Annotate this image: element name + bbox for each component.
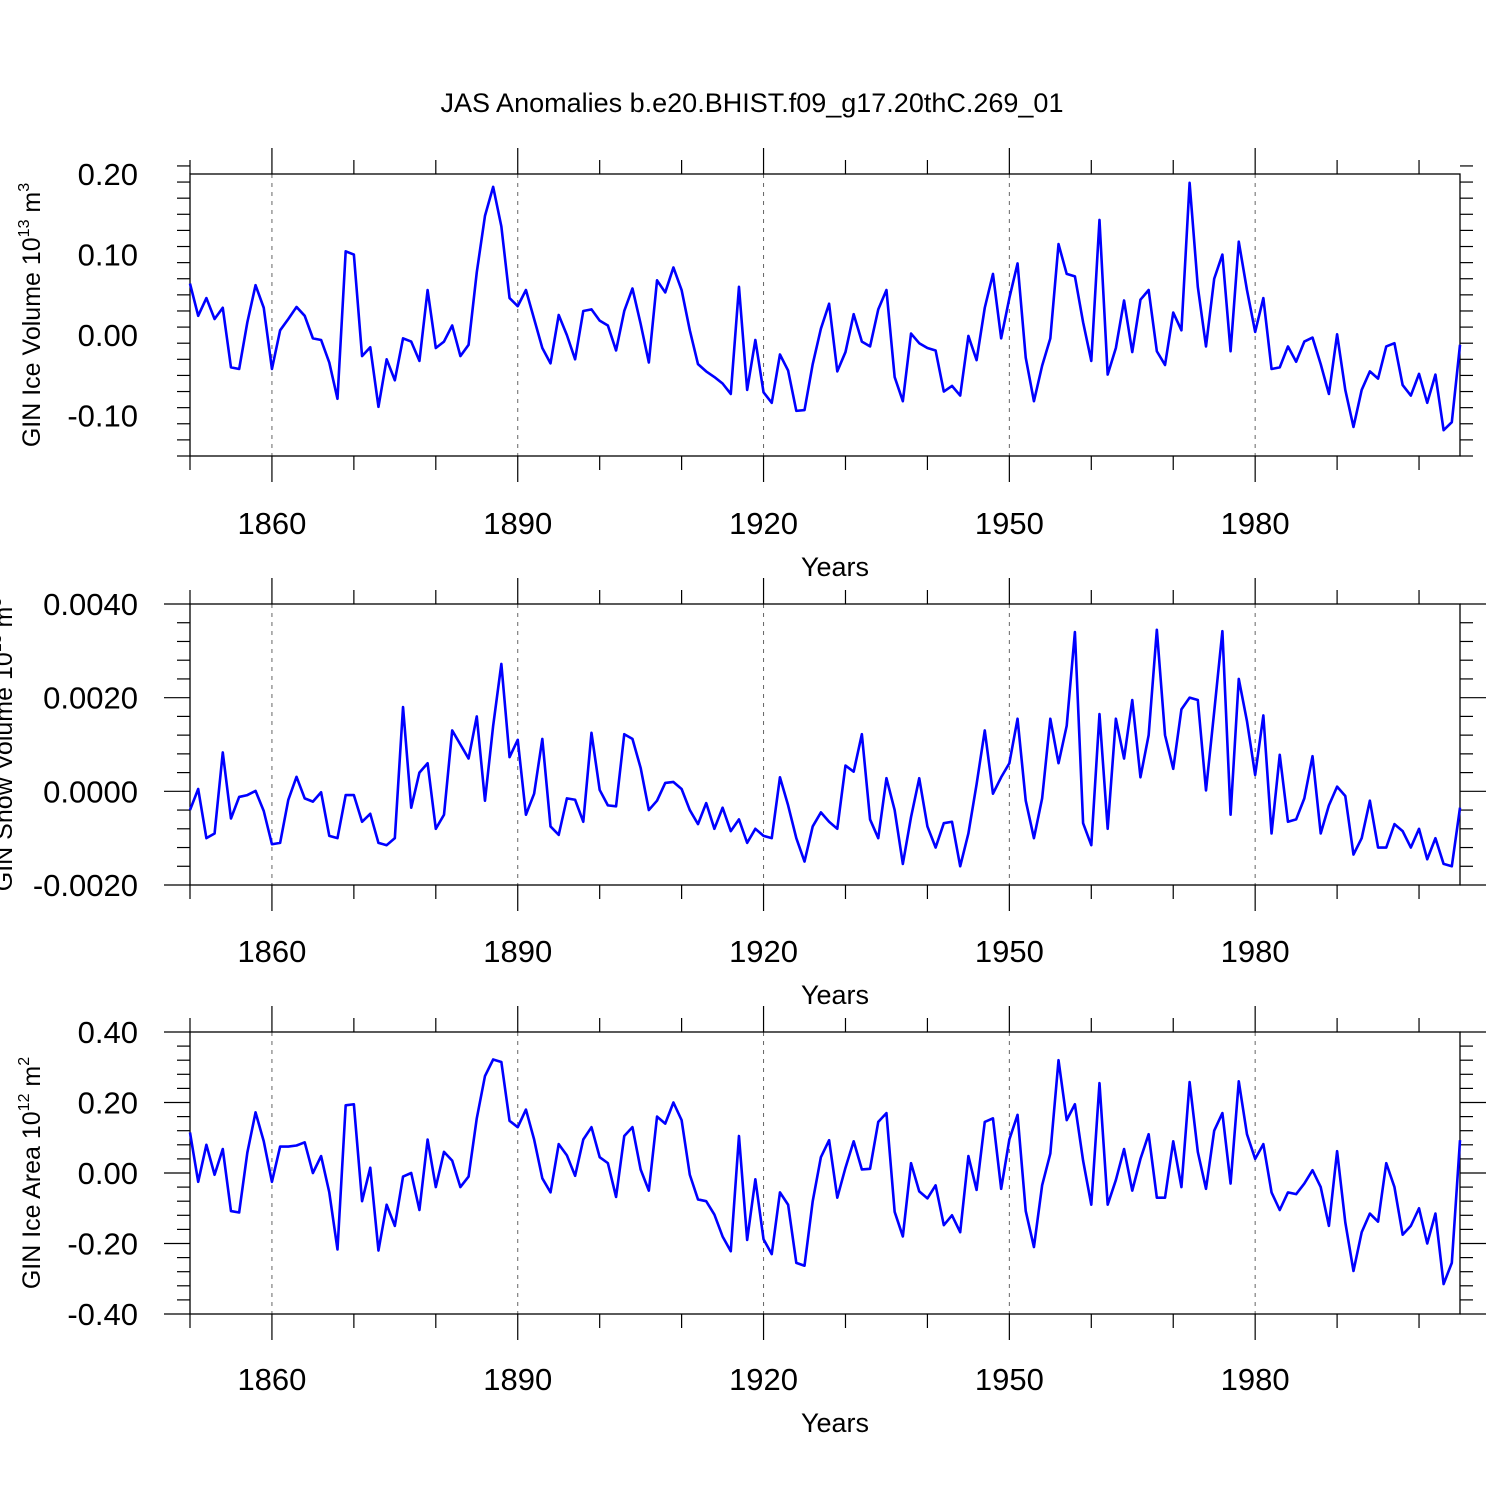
ice-volume-ylabel-exp: 13 <box>16 219 33 237</box>
ice-volume-xtick-label-1890: 1890 <box>483 506 552 541</box>
figure-title: JAS Anomalies b.e20.BHIST.f09_g17.20thC.… <box>441 88 1064 118</box>
snow-volume-ylabel-base: GIN Snow Volume 10 <box>0 652 18 891</box>
snow-volume-ylabel-exp: 13 <box>0 634 5 652</box>
ice-area-ytick-label-3: -0.20 <box>67 1227 138 1262</box>
snow-volume-ylabel-unit: m <box>0 607 18 635</box>
ice-area-panel: 1860 1890 1920 1950 1980 0.40 0.20 0.00 -0.20 -0.… <box>16 1006 1486 1438</box>
ice-volume-plot-frame <box>189 173 1461 457</box>
ice-volume-ytick-label-3: -0.10 <box>67 399 138 434</box>
ice-volume-panel: 1860 1890 1920 1950 1980 0.20 0.10 0.00 -0.10 Yea… <box>16 148 1473 582</box>
ice-area-xtick-label-1860: 1860 <box>237 1362 306 1397</box>
snow-volume-ytick-label-2: 0.0000 <box>43 774 138 809</box>
ice-area-ylabel-exp: 12 <box>16 1093 33 1111</box>
snow-volume-xtick-label-1920: 1920 <box>729 934 798 969</box>
snow-volume-series-line <box>188 628 1462 868</box>
ice-area-ytick-label-1: 0.20 <box>78 1086 138 1121</box>
ice-area-ytick-label-4: -0.40 <box>67 1297 138 1332</box>
snow-volume-xtick-label-1950: 1950 <box>975 934 1044 969</box>
ice-volume-series-line <box>188 181 1462 432</box>
snow-volume-xtick-label-1890: 1890 <box>483 934 552 969</box>
snow-volume-ytick-label-1: 0.0020 <box>43 681 138 716</box>
ice-area-xtick-label-1920: 1920 <box>729 1362 798 1397</box>
ice-area-ylabel: GIN Ice Area 1012 m2 <box>16 1057 46 1289</box>
ice-area-xlabel: Years <box>801 1408 869 1438</box>
ice-area-xtick-label-1950: 1950 <box>975 1362 1044 1397</box>
ice-area-ytick-label-0: 0.40 <box>78 1015 138 1050</box>
snow-volume-ylabel-unit-exp: 3 <box>0 598 5 607</box>
ice-area-ylabel-base: GIN Ice Area 10 <box>18 1111 46 1289</box>
snow-volume-panel: 1860 1890 1920 1950 1980 0.0040 0.0020 0.0000 -0… <box>0 578 1486 1010</box>
ice-volume-xlabel: Years <box>801 552 869 582</box>
ice-volume-ytick-label-2: 0.00 <box>78 318 138 353</box>
ice-volume-ytick-label-0: 0.20 <box>78 157 138 192</box>
ice-volume-ytick-label-1: 0.10 <box>78 238 138 273</box>
ice-area-ylabel-unit: m <box>18 1066 46 1094</box>
ice-area-xtick-label-1980: 1980 <box>1221 1362 1290 1397</box>
ice-volume-xtick-label-1950: 1950 <box>975 506 1044 541</box>
snow-volume-xtick-label-1860: 1860 <box>237 934 306 969</box>
ice-area-series-line <box>188 1058 1462 1286</box>
snow-volume-plot-frame <box>189 603 1461 886</box>
ice-volume-ylabel: GIN Ice Volume 1013 m3 <box>16 183 46 447</box>
ice-area-xtick-label-1890: 1890 <box>483 1362 552 1397</box>
ice-volume-ylabel-base: GIN Ice Volume 10 <box>18 237 46 447</box>
ice-volume-ylabel-unit-exp: 3 <box>16 183 33 192</box>
ice-volume-xtick-label-1860: 1860 <box>237 506 306 541</box>
snow-volume-ytick-label-3: -0.0020 <box>33 868 138 903</box>
ice-volume-xtick-label-1980: 1980 <box>1221 506 1290 541</box>
snow-volume-xlabel: Years <box>801 980 869 1010</box>
snow-volume-ylabel: GIN Snow Volume 1013 m3 <box>0 598 18 892</box>
ice-volume-xtick-label-1920: 1920 <box>729 506 798 541</box>
ice-area-ytick-label-2: 0.00 <box>78 1156 138 1191</box>
snow-volume-ytick-label-0: 0.0040 <box>43 587 138 622</box>
ice-area-ylabel-unit-exp: 2 <box>16 1057 33 1066</box>
ice-volume-ylabel-unit: m <box>18 192 46 220</box>
snow-volume-xtick-label-1980: 1980 <box>1221 934 1290 969</box>
